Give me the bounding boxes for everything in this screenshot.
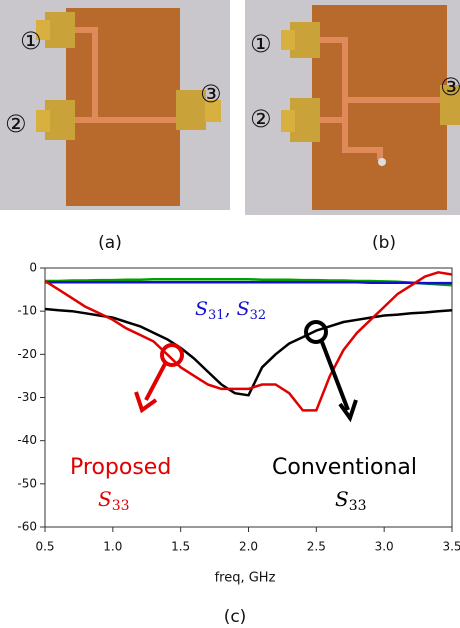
port-label: ② — [250, 105, 272, 133]
x-tick-label: 3.0 — [375, 540, 394, 554]
y-tick-label: -30 — [17, 390, 37, 404]
x-tick-label: 3.5 — [442, 540, 460, 554]
subscript: 33 — [349, 498, 367, 514]
port-label: ③ — [200, 80, 222, 108]
symbol: S — [237, 298, 250, 320]
port-label: ② — [5, 110, 27, 138]
y-tick-label: -20 — [17, 347, 37, 361]
panel-label: (a) — [98, 233, 122, 253]
x-tick-label: 2.5 — [307, 540, 326, 554]
symbol: S — [98, 487, 112, 511]
x-tick-label: 0.5 — [35, 540, 54, 554]
subscript: 31 — [208, 308, 225, 323]
panel-label: (c) — [224, 607, 247, 627]
separator: , — [225, 298, 231, 320]
subscript: 32 — [250, 308, 267, 323]
symbol: S — [335, 487, 349, 511]
panel-label: (b) — [372, 233, 396, 253]
x-tick-label: 1.0 — [103, 540, 122, 554]
series-line — [45, 272, 452, 410]
symbol: S — [195, 298, 208, 320]
y-tick-label: -10 — [17, 304, 37, 318]
figure: ① ② ③ ① ② ③ (a) (b) (c) freq, GHz 0 -10 -2… — [0, 0, 460, 628]
subscript: 33 — [112, 498, 130, 514]
port-label: ① — [20, 27, 42, 55]
x-tick-label: 2.0 — [239, 540, 258, 554]
y-tick-label: -50 — [17, 476, 37, 490]
x-tick-label: 1.5 — [171, 540, 190, 554]
annotation: S33 — [335, 487, 367, 515]
annotations: Proposed S33 Conventional S33 S31,S32 — [70, 298, 417, 514]
annotation: S33 — [98, 487, 130, 515]
y-tick-label: 0 — [29, 261, 37, 275]
annotation: Proposed — [70, 455, 171, 480]
annotation: Conventional — [272, 455, 417, 480]
port-label: ① — [250, 30, 272, 58]
y-tick-label: -40 — [17, 433, 37, 447]
x-axis-label: freq, GHz — [215, 571, 276, 586]
y-tick-label: -60 — [17, 520, 37, 534]
port-label: ③ — [440, 73, 460, 101]
photo-b — [245, 0, 460, 215]
annotation: S31,S32 — [195, 298, 266, 323]
series-line — [45, 309, 452, 395]
series-line — [45, 282, 452, 283]
